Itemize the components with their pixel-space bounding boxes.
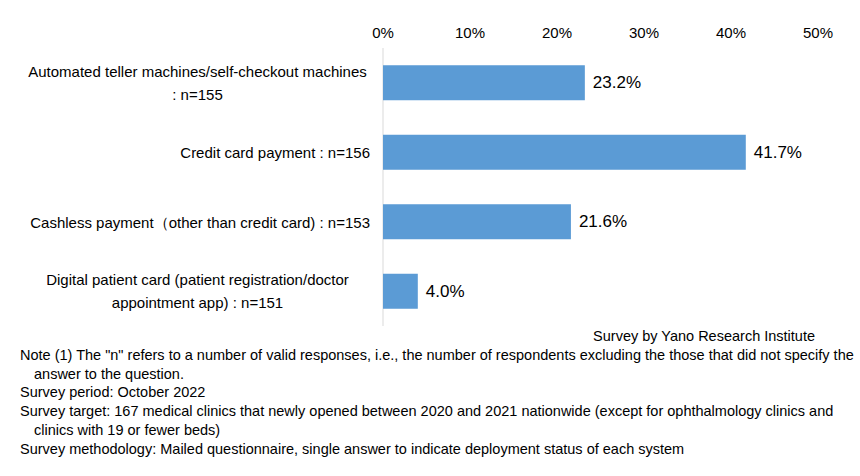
- chart: 0% 10% 20% 30% 40% 50% 23.2% 41.7% 21.6% 4.0% Surv…: [0, 0, 860, 476]
- bar: [383, 65, 585, 100]
- note-line: Survey period: October 2022: [34, 383, 860, 402]
- data-label: 41.7%: [754, 143, 802, 162]
- tick-label: 40%: [716, 24, 746, 41]
- category-label: Cashless payment（other than credit card)…: [30, 210, 370, 233]
- tick-label: 30%: [629, 24, 659, 41]
- category-label: Automated teller machines/self-checkout …: [25, 60, 370, 106]
- note-line: Note (1) The "n" refers to a number of v…: [34, 346, 860, 383]
- tick-label: 20%: [542, 24, 572, 41]
- category-label: Credit card payment : n=156: [180, 141, 370, 164]
- note-line: Survey methodology: Mailed questionnaire…: [34, 440, 860, 459]
- bars: [383, 65, 746, 309]
- notes: Note (1) The "n" refers to a number of v…: [20, 346, 860, 458]
- source: Survey by Yano Research Institute: [593, 328, 815, 344]
- data-label: 21.6%: [579, 212, 627, 231]
- note-line: Survey target: 167 medical clinics that …: [34, 402, 860, 439]
- data-label: 23.2%: [593, 73, 641, 92]
- category-label: Digital patient card (patient registrati…: [25, 268, 370, 314]
- tick-label: 10%: [455, 24, 485, 41]
- bar: [383, 204, 571, 239]
- bar: [383, 135, 746, 170]
- data-label: 4.0%: [426, 282, 465, 301]
- tick-label: 0%: [372, 24, 394, 41]
- tick-label: 50%: [803, 24, 833, 41]
- bar: [383, 274, 418, 309]
